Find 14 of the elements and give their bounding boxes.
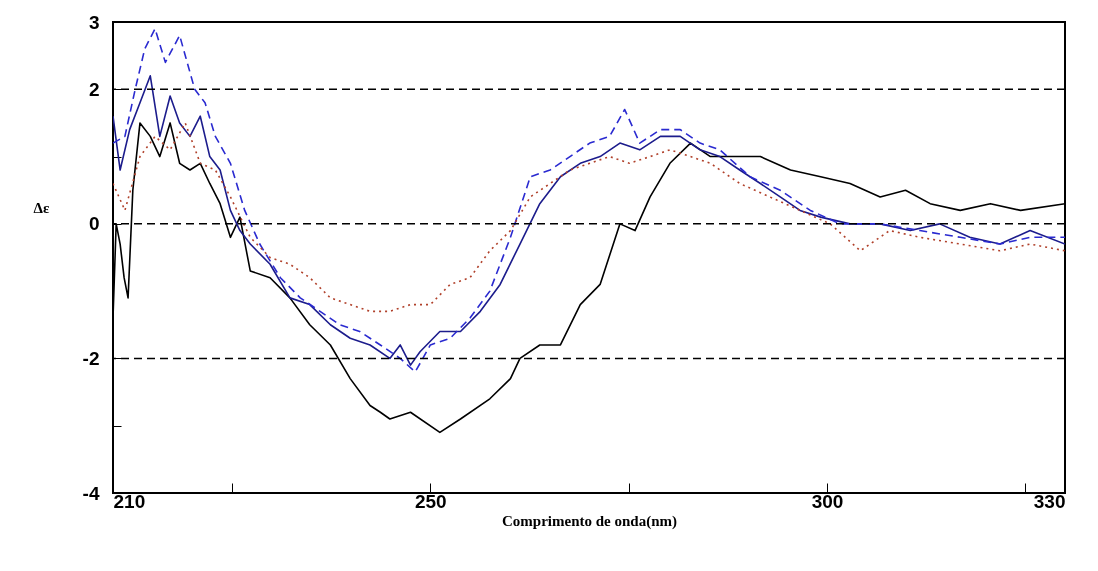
y-axis-title: Δε xyxy=(33,199,50,216)
y-tick-label: -4 xyxy=(82,482,100,504)
line-series xyxy=(113,75,1065,366)
y-tick-label: 2 xyxy=(88,78,100,100)
x-tick-label: 250 xyxy=(414,490,447,512)
line-series xyxy=(113,122,1065,313)
line-series xyxy=(113,27,1065,373)
x-tick-label: 330 xyxy=(1033,490,1066,512)
y-tick-label: 3 xyxy=(88,11,100,33)
y-tick-label: 0 xyxy=(88,213,100,235)
x-axis-title: Comprimento de onda(nm) xyxy=(502,512,677,530)
x-tick-label: 300 xyxy=(811,490,844,512)
y-tick-label: -2 xyxy=(82,347,100,369)
x-tick-label: 210 xyxy=(113,490,146,512)
